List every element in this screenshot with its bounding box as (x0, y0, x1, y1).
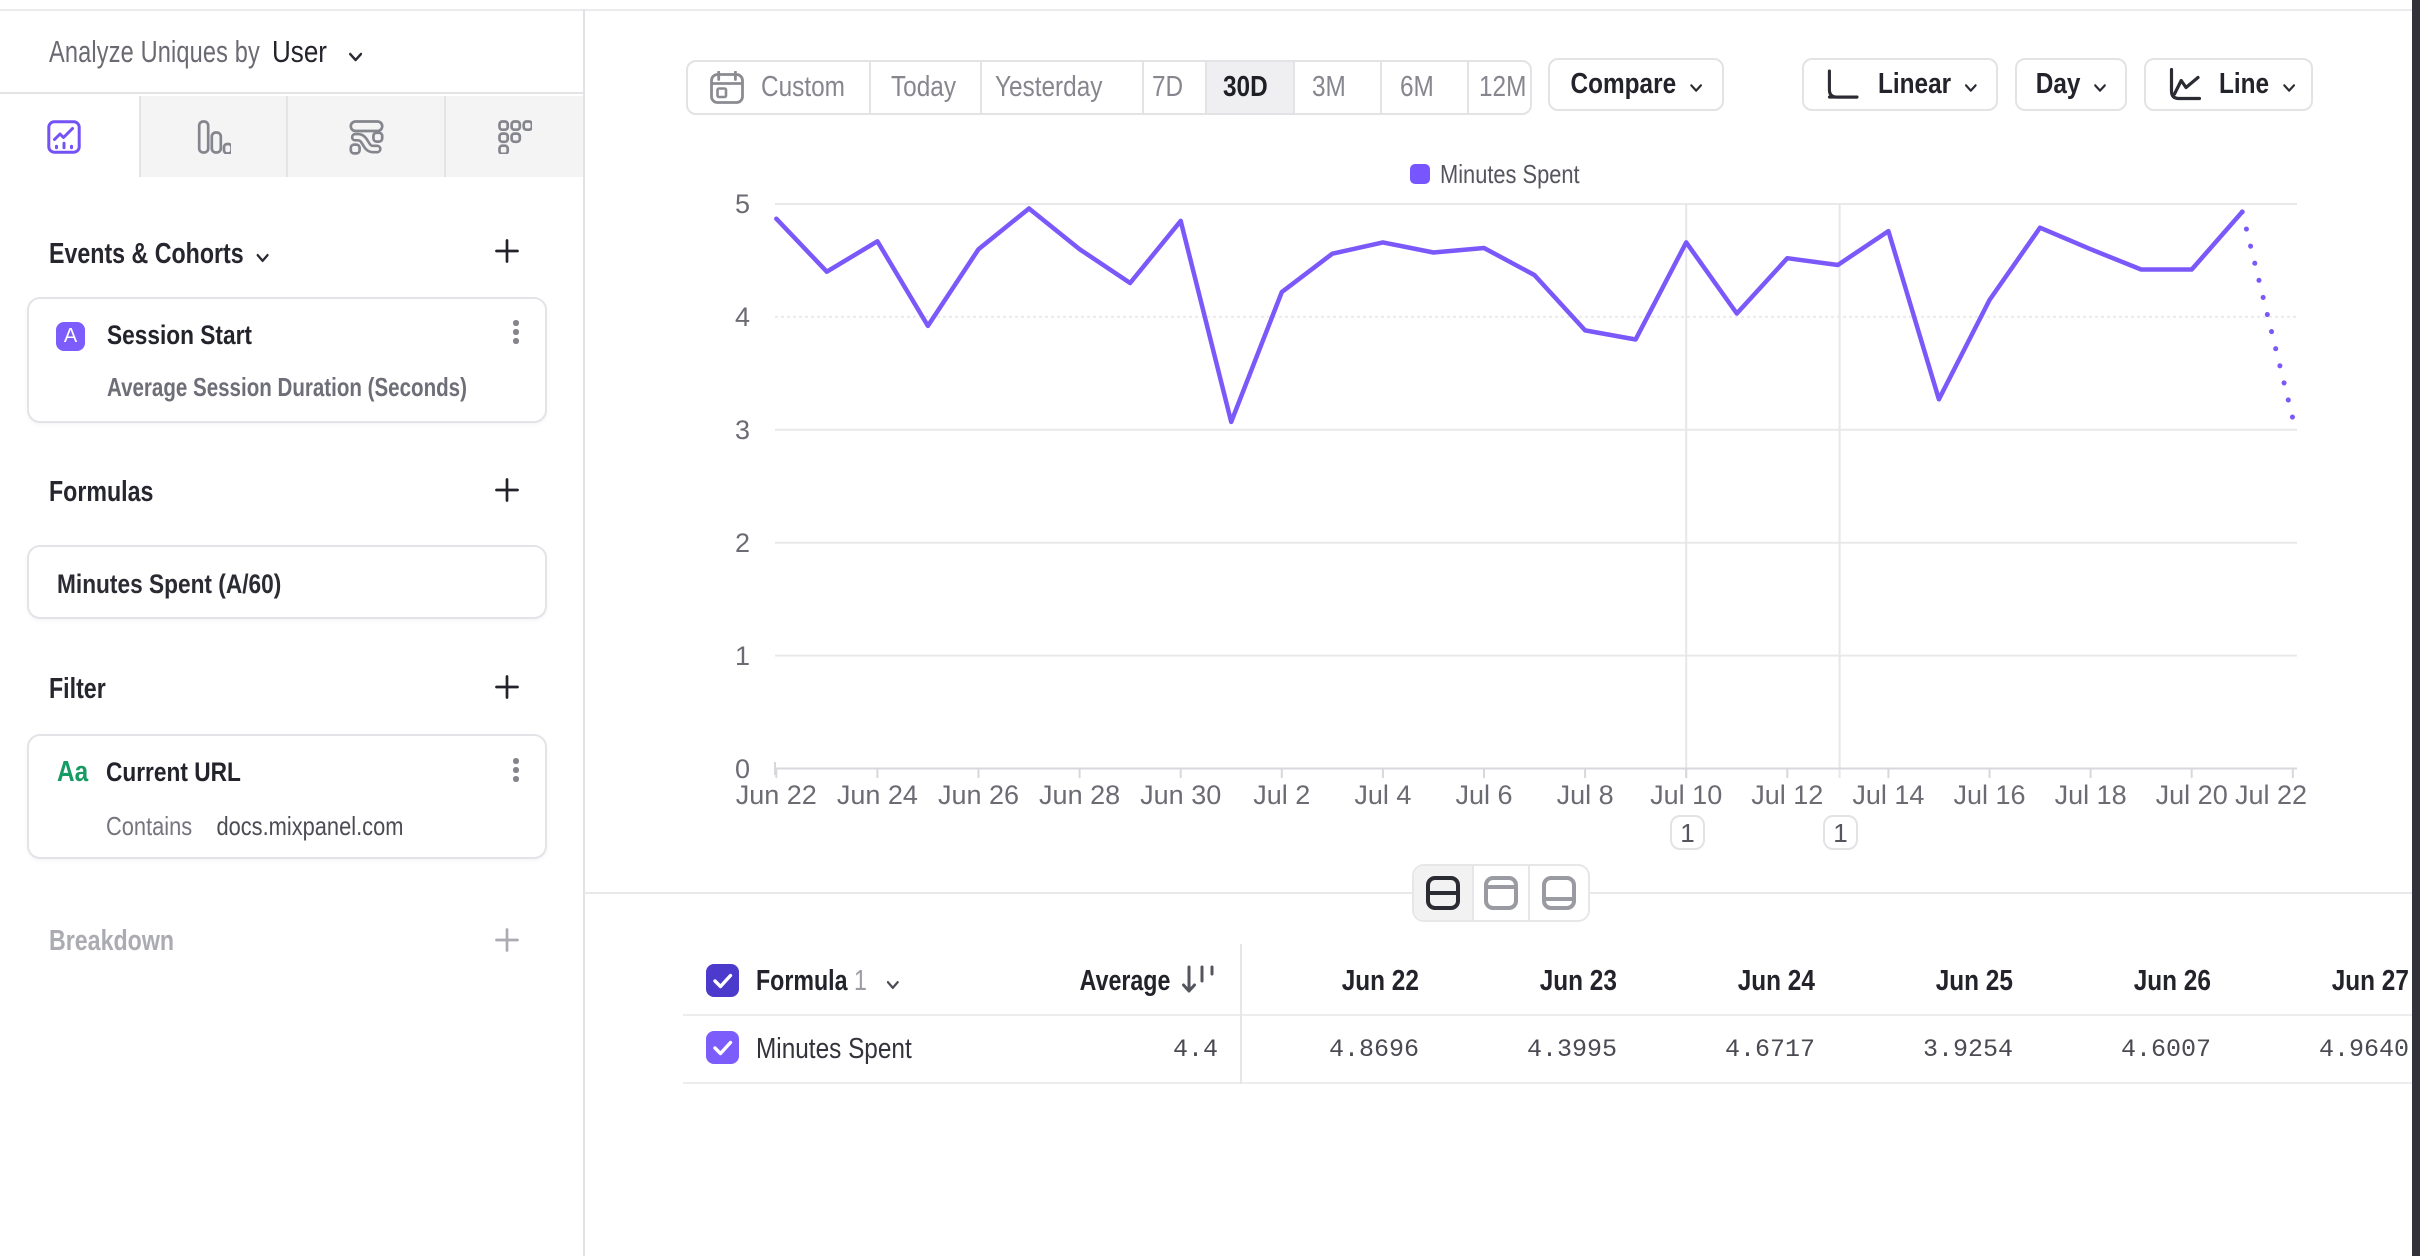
svg-text:Jul 14: Jul 14 (1852, 780, 1924, 810)
svg-text:Jul 12: Jul 12 (1751, 780, 1823, 810)
svg-text:Jul 22: Jul 22 (2235, 780, 2307, 810)
svg-text:Jun 24: Jun 24 (837, 780, 918, 810)
svg-text:Jul 18: Jul 18 (2055, 780, 2127, 810)
svg-text:Jun 30: Jun 30 (1140, 780, 1221, 810)
svg-text:Jun 26: Jun 26 (938, 780, 1019, 810)
svg-text:Jul 20: Jul 20 (2156, 780, 2228, 810)
svg-text:3: 3 (735, 415, 750, 445)
svg-text:Jul 16: Jul 16 (1953, 780, 2025, 810)
svg-text:Jul 4: Jul 4 (1354, 780, 1411, 810)
svg-text:4: 4 (735, 302, 750, 332)
svg-text:2: 2 (735, 528, 750, 558)
svg-text:Jun 22: Jun 22 (736, 780, 817, 810)
svg-text:Jul 2: Jul 2 (1253, 780, 1310, 810)
svg-text:Jul 8: Jul 8 (1557, 780, 1614, 810)
svg-text:0: 0 (735, 754, 750, 784)
svg-text:Jul 6: Jul 6 (1455, 780, 1512, 810)
svg-text:5: 5 (735, 189, 750, 219)
svg-text:Jul 10: Jul 10 (1650, 780, 1722, 810)
svg-text:1: 1 (735, 641, 750, 671)
svg-text:Jun 28: Jun 28 (1039, 780, 1120, 810)
